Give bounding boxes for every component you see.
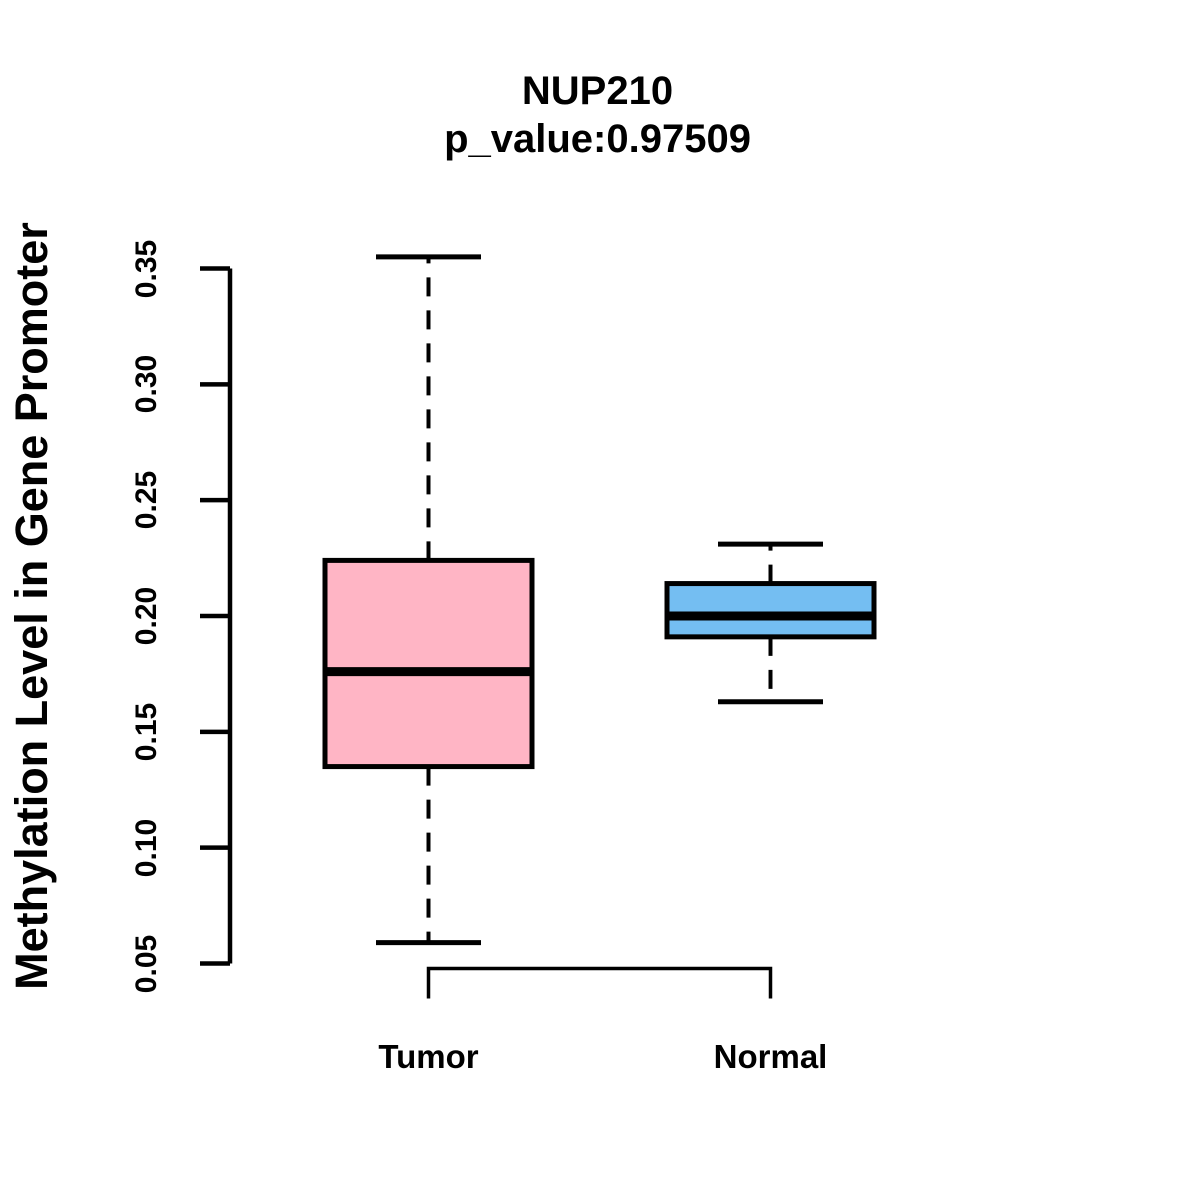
chart-title: NUP210 — [521, 69, 674, 113]
chart-subtitle-pvalue: p_value:0.97509 — [444, 117, 751, 161]
y-tick-label: 0.20 — [130, 586, 163, 646]
y-tick-label: 0.05 — [130, 934, 163, 993]
x-category-label-normal: Normal — [713, 1038, 828, 1075]
x-axis-group-bracket — [426, 966, 773, 999]
y-tick-label: 0.15 — [130, 702, 163, 762]
y-tick-label: 0.35 — [130, 239, 163, 298]
y-tick-label: 0.10 — [130, 818, 163, 877]
y-tick-label: 0.30 — [130, 355, 163, 414]
y-tick-label: 0.25 — [130, 470, 163, 530]
iqr-box-tumor — [322, 557, 535, 770]
iqr-box-normal — [664, 581, 877, 640]
x-category-label-tumor: Tumor — [378, 1038, 479, 1075]
